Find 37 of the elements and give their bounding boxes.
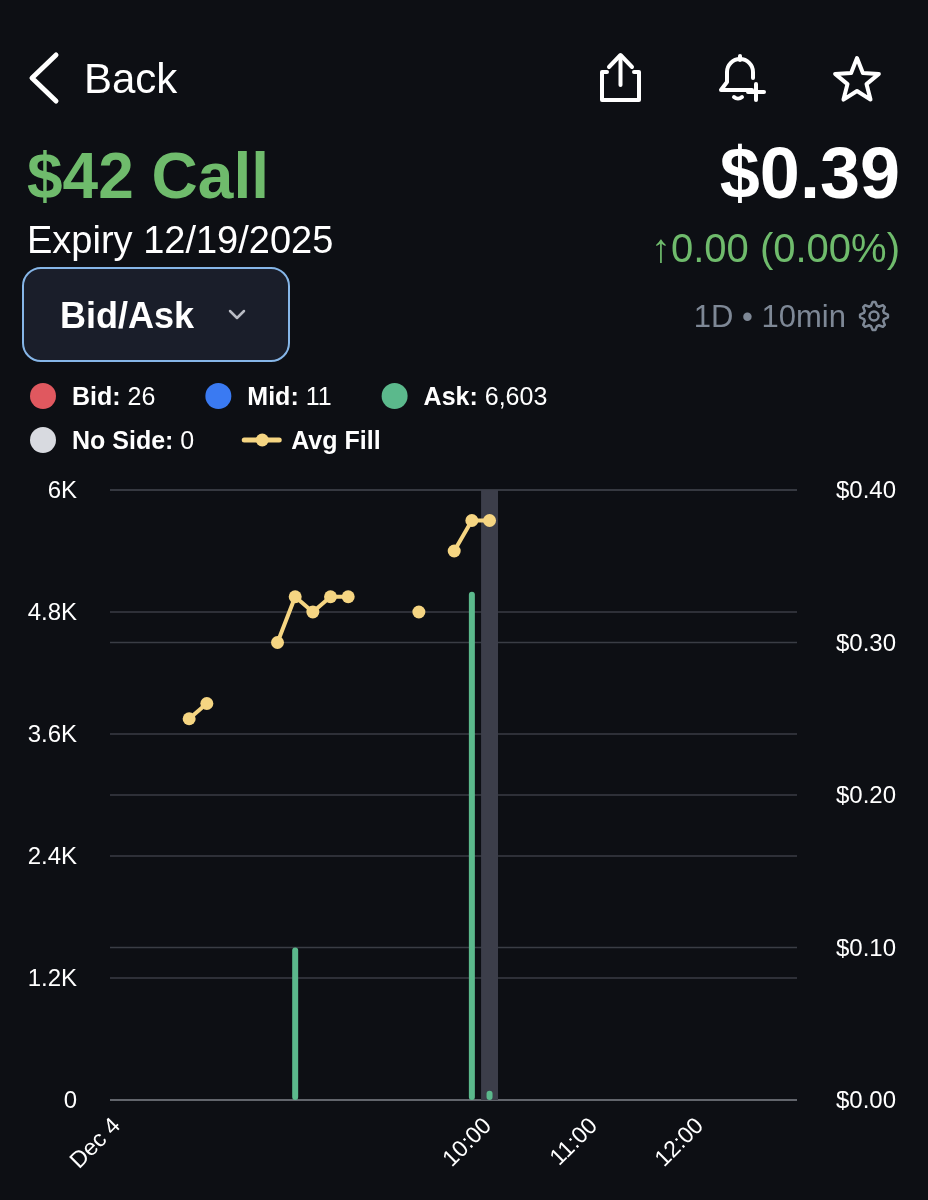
y2-tick-label: $0.40 [836, 476, 897, 504]
legend-label: Ask: 6,603 [423, 382, 548, 410]
point [324, 590, 338, 604]
bar [468, 591, 475, 1100]
bar [292, 947, 299, 1100]
point [182, 712, 196, 726]
y2-tick-label: $0.30 [836, 628, 897, 656]
y2-tick-label: $0.10 [836, 933, 897, 961]
point [412, 605, 426, 619]
point [271, 636, 285, 649]
point [483, 514, 497, 527]
point [465, 514, 479, 527]
y-tick-label: 3.6K [27, 720, 77, 748]
y-tick-label: 0 [63, 1086, 77, 1114]
text: 1D • 10min [693, 299, 846, 334]
point [200, 697, 214, 710]
x-tick-label: Dec 4 [64, 1112, 126, 1174]
text: ↑0.00 (0.00%) [650, 226, 900, 270]
y2-tick-label: $0.20 [836, 781, 897, 809]
point [341, 590, 355, 604]
text: Bid/Ask [60, 295, 196, 336]
text: Back [84, 55, 179, 102]
y2-tick-label: $0.00 [836, 1086, 897, 1114]
y-tick-label: 4.8K [27, 598, 77, 626]
legend-label: Mid: 11 [247, 382, 332, 410]
text: $0.39 [719, 133, 900, 213]
chart-title: $42 Call [27, 140, 269, 212]
legend-label: Avg Fill [291, 426, 381, 454]
point [447, 544, 461, 558]
y-tick-label: 6K [47, 476, 77, 504]
y-tick-label: 1.2K [27, 964, 77, 992]
legend-label: Bid: 26 [72, 382, 156, 410]
point [306, 605, 320, 619]
legend-label: No Side: 0 [72, 426, 195, 454]
chart-subtitle: Expiry 12/19/2025 [27, 219, 334, 261]
y-tick-label: 2.4K [27, 842, 77, 870]
point [288, 590, 302, 604]
